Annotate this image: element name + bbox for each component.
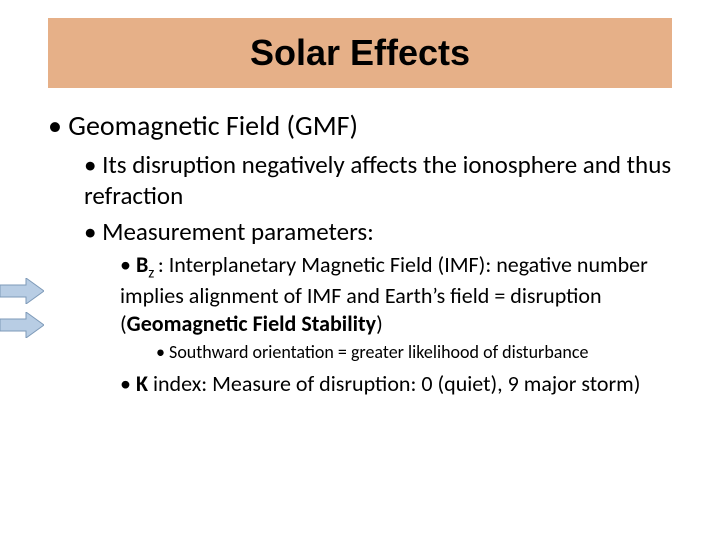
- bz-symbol: B: [136, 251, 148, 278]
- bz-close: ): [376, 310, 383, 337]
- k-rest: index: Measure of disruption: 0 (quiet),…: [148, 370, 640, 397]
- bullet-l4-southward: Southward orientation = greater likeliho…: [156, 341, 684, 364]
- bullet-l3-bz: Bz : Interplanetary Magnetic Field (IMF)…: [120, 251, 684, 364]
- bz-subscript: z: [148, 263, 158, 282]
- bullet-l2-disruption: Its disruption negatively affects the io…: [84, 149, 684, 212]
- bullet-l2a-text: Its disruption negatively affects the io…: [84, 149, 671, 211]
- slide-title: Solar Effects: [250, 32, 470, 74]
- bullet-l1-text: Geomagnetic Field (GMF): [68, 108, 358, 143]
- right-arrow-icon: [0, 278, 44, 304]
- bullet-l2b-text: Measurement parameters:: [102, 216, 374, 247]
- bullet-l4a-text: Southward orientation = greater likeliho…: [169, 341, 588, 363]
- bullet-list-l3: Bz : Interplanetary Magnetic Field (IMF)…: [120, 251, 684, 398]
- bullet-l1-gmf: Geomagnetic Field (GMF) Its disruption n…: [48, 108, 684, 397]
- content-area: Geomagnetic Field (GMF) Its disruption n…: [48, 108, 684, 405]
- bullet-l2-params: Measurement parameters: Bz : Interplanet…: [84, 216, 684, 398]
- bullet-list-l2: Its disruption negatively affects the io…: [84, 149, 684, 397]
- title-box: Solar Effects: [48, 18, 672, 88]
- k-symbol: K: [136, 370, 148, 397]
- right-arrow-icon: [0, 312, 44, 338]
- bullet-list-l1: Geomagnetic Field (GMF) Its disruption n…: [48, 108, 684, 397]
- bz-tail-bold: Geomagnetic Field Stability: [127, 310, 376, 337]
- bullet-l3-kindex: K index: Measure of disruption: 0 (quiet…: [120, 370, 684, 398]
- bullet-list-l4: Southward orientation = greater likeliho…: [156, 341, 684, 364]
